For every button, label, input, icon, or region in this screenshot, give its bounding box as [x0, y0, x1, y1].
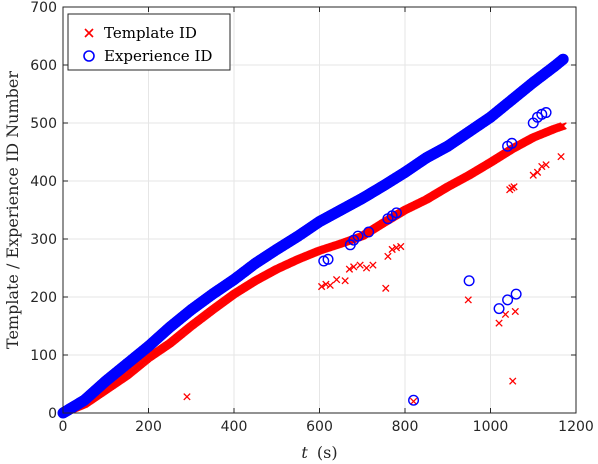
outlier-point [390, 207, 402, 219]
outlier-point [493, 303, 505, 315]
outlier-point [388, 245, 396, 254]
outlier-point [397, 242, 405, 251]
trend-point [557, 53, 569, 65]
series-template-id [59, 122, 567, 417]
outlier-point [345, 265, 354, 273]
outlier-point [557, 152, 565, 161]
outlier-point [362, 264, 371, 272]
x-axis-label-var: t [301, 443, 308, 462]
outlier-point [322, 280, 330, 288]
outlier-point [510, 183, 518, 191]
x-tick-label: 800 [392, 419, 419, 435]
outlier-point [540, 107, 552, 119]
data-points [57, 53, 569, 419]
x-axis-label-unit: (s) [317, 443, 338, 462]
outlier-point [510, 288, 522, 300]
outlier-point [363, 226, 375, 238]
outlier-point [464, 296, 472, 304]
outlier-point [341, 277, 349, 285]
y-tick-label: 200 [30, 290, 57, 306]
y-tick-label: 700 [30, 0, 57, 16]
legend-label-experience: Experience ID [104, 47, 212, 65]
x-tick-label: 0 [59, 419, 68, 435]
outlier-point [542, 161, 550, 169]
y-tick-label: 0 [48, 406, 57, 422]
legend-box [67, 13, 231, 71]
outlier-point [508, 184, 516, 192]
legend: Template ID Experience ID [67, 13, 231, 71]
outlier-point [369, 261, 377, 269]
outlier-point [350, 263, 358, 271]
outlier-point [392, 244, 401, 252]
y-tick-label: 300 [30, 232, 57, 248]
x-tick-label: 200 [135, 419, 162, 435]
trend-point [559, 122, 567, 130]
x-tick-label: 1200 [558, 419, 594, 435]
outlier-point [501, 310, 510, 319]
outlier-point [509, 377, 517, 385]
outlier-point [183, 393, 191, 401]
legend-label-template: Template ID [104, 24, 197, 42]
y-tick-label: 500 [30, 116, 57, 132]
outlier-point [502, 294, 514, 306]
outlier-point [495, 319, 503, 327]
outlier-point [511, 307, 519, 316]
x-tick-label: 1000 [473, 419, 509, 435]
y-tick-label: 600 [30, 58, 57, 74]
outlier-point [506, 137, 518, 149]
outlier-point [533, 168, 542, 176]
outlier-point [384, 252, 392, 261]
legend-marker-template [84, 28, 94, 38]
y-axis-label: Template / Experience ID Number [3, 71, 22, 349]
outlier-point [382, 284, 390, 292]
legend-marker-experience [83, 50, 95, 62]
outlier-point [326, 281, 334, 290]
outlier-point [408, 394, 420, 406]
outlier-point [356, 261, 364, 269]
outlier-point [538, 162, 546, 171]
y-tick-label: 400 [30, 174, 57, 190]
outlier-point [352, 230, 364, 242]
outlier-point [409, 397, 418, 406]
x-tick-label: 600 [306, 419, 333, 435]
y-tick-label: 100 [30, 348, 57, 364]
outlier-point [332, 275, 341, 284]
x-tick-label: 400 [221, 419, 248, 435]
ticks: 0 200 400 600 800 1000 1200 0 100 200 300 400 500 600… [30, 0, 594, 435]
series-experience-id [57, 53, 569, 419]
x-axis-label: t (s) [301, 443, 337, 462]
outlier-point [529, 171, 537, 179]
outlier-point [322, 253, 334, 265]
outlier-point [317, 282, 326, 291]
outlier-point [463, 275, 475, 287]
